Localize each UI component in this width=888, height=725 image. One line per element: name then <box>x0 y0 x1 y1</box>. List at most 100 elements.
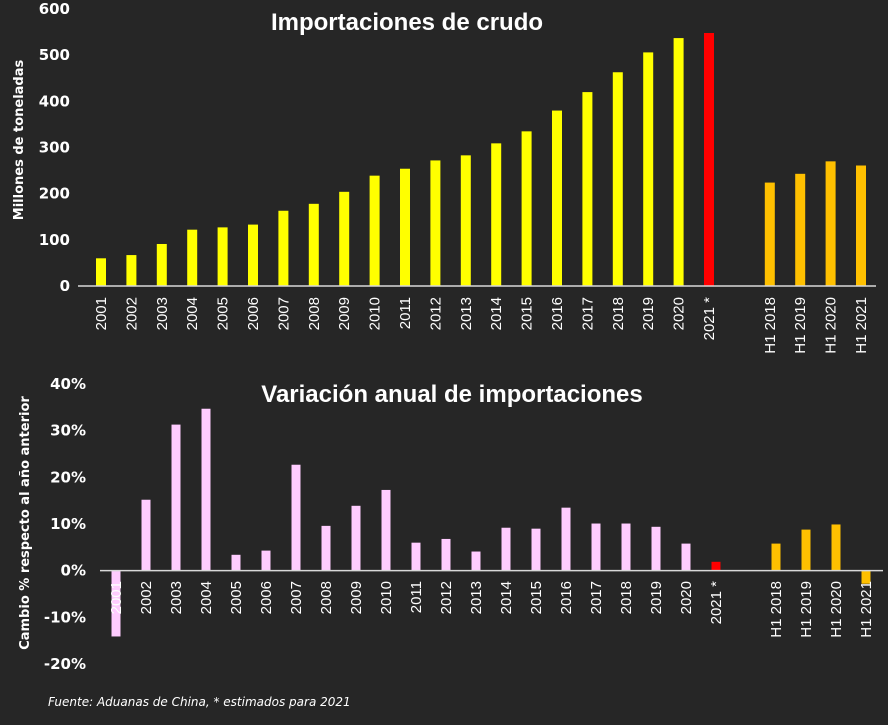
chart-title-imports: Importaciones de crudo <box>271 9 543 36</box>
x-tick-label: 2001 <box>93 297 110 330</box>
x-tick-label: 2014 <box>498 581 515 614</box>
x-tick-label: 2018 <box>610 297 627 330</box>
x-tick-label: 2006 <box>245 297 262 330</box>
x-tick-label: H1 2018 <box>762 297 779 354</box>
chart-title-variation: Variación anual de importaciones <box>261 381 642 408</box>
x-tick-label: H1 2021 <box>853 297 870 354</box>
bar-imports-2016 <box>552 110 562 286</box>
bar-variation-2005 <box>231 554 241 571</box>
x-tick-label: 2016 <box>558 581 575 614</box>
x-tick-label: 2020 <box>671 297 688 330</box>
x-tick-label: 2004 <box>184 297 201 330</box>
bar-variation-2020 <box>681 543 691 571</box>
bar-imports-2013 <box>460 155 471 286</box>
bar-variation-2011 <box>411 542 421 571</box>
bar-imports-2002 <box>126 255 137 286</box>
x-tick-label: H1 2019 <box>798 581 815 638</box>
bar-variation-2010 <box>381 489 391 571</box>
bar-variation-2012 <box>441 538 451 571</box>
bar-variation-2016 <box>561 507 571 571</box>
x-tick-label: 2007 <box>288 581 305 614</box>
bar-imports-2001 <box>96 258 106 286</box>
x-tick-label: 2019 <box>648 581 665 614</box>
x-tick-label: 2012 <box>427 297 444 330</box>
bar-imports-2005 <box>217 227 228 286</box>
x-tick-label: 2018 <box>618 581 635 614</box>
x-tick-label: 2002 <box>138 581 155 614</box>
x-tick-label: 2008 <box>318 581 335 614</box>
bar-imports-2017 <box>582 92 593 286</box>
bar-variation-2019 <box>651 526 661 571</box>
y-tick-label: 0% <box>61 562 86 580</box>
x-tick-label: 2013 <box>458 297 475 330</box>
bar-imports-2006 <box>248 224 258 286</box>
x-tick-label: 2020 <box>678 581 695 614</box>
bar-imports-2008 <box>308 203 319 286</box>
bar-imports-2021- <box>704 33 714 286</box>
plot-imports: 0 100 200 300 400 500 600 2001 2002 2003 2004 2005 2… <box>39 0 876 354</box>
y-tick-label: -10% <box>44 608 86 626</box>
x-tick-label: 2011 <box>408 581 425 613</box>
x-tick-label: 2021 * <box>701 297 718 341</box>
x-tick-label: 2017 <box>588 581 605 614</box>
x-tick-label: H1 2021 <box>858 581 875 638</box>
x-tick-label: 2014 <box>488 297 505 330</box>
x-tick-label: 2016 <box>549 297 566 330</box>
x-tick-label: 2013 <box>468 581 485 614</box>
bar-variation-2018 <box>621 523 631 571</box>
y-tick-label: 0 <box>60 277 70 295</box>
y-tick-label: 20% <box>50 468 86 486</box>
bar-variation-2008 <box>321 525 331 571</box>
bar-variation-H1-2021 <box>861 570 871 584</box>
x-tick-label: 2004 <box>198 581 215 614</box>
y-tick-label: 30% <box>50 422 86 440</box>
footnote: Fuente: Aduanas de China, * estimados pa… <box>48 695 351 709</box>
y-tick-label: 100 <box>39 231 70 249</box>
x-tick-label: H1 2020 <box>823 297 840 354</box>
y-axis-title-variation: Cambio % respecto al año anterior <box>18 396 33 650</box>
bar-variation-2007 <box>291 464 301 571</box>
y-tick-label: 300 <box>39 139 70 157</box>
bar-variation-2009 <box>351 505 361 571</box>
bar-imports-2003 <box>156 243 167 286</box>
x-tick-label: 2003 <box>154 297 171 330</box>
bar-variation-2014 <box>501 527 511 571</box>
x-tick-label: 2019 <box>640 297 657 330</box>
x-tick-label: 2005 <box>215 297 232 330</box>
bar-imports-2018 <box>612 72 623 286</box>
bar-imports-2009 <box>339 191 350 286</box>
bar-variation-2002 <box>141 499 151 571</box>
bar-imports-2020 <box>673 38 684 287</box>
bar-variation-2015 <box>531 528 541 571</box>
y-tick-label: 40% <box>50 375 86 393</box>
x-tick-label: H1 2018 <box>768 581 785 638</box>
bar-variation-2013 <box>471 551 481 571</box>
bar-variation-2003 <box>171 424 181 571</box>
x-tick-label: 2010 <box>367 297 384 330</box>
x-tick-label: 2002 <box>123 297 140 330</box>
y-tick-label: 400 <box>39 92 70 110</box>
x-tick-label: 2012 <box>438 581 455 614</box>
bar-variation-2017 <box>591 523 601 571</box>
x-tick-label: 2010 <box>378 581 395 614</box>
y-axis-title-imports: Millones de toneladas <box>12 59 27 220</box>
x-tick-label: 2008 <box>306 297 323 330</box>
y-tick-label: 10% <box>50 515 86 533</box>
bar-imports-H1-2021 <box>856 165 866 286</box>
y-tick-label: -20% <box>44 655 86 673</box>
plot-variation: -20% -10% 0% 10% 20% 30% 40% 2001 2002 2003 2004 20… <box>44 375 883 673</box>
x-tick-label: 2007 <box>275 297 292 330</box>
bar-imports-2011 <box>400 168 410 286</box>
bar-imports-2010 <box>369 175 380 286</box>
x-tick-label: 2001 <box>108 581 125 614</box>
bar-imports-2015 <box>521 131 532 286</box>
y-tick-label: 500 <box>39 46 70 64</box>
bar-variation-2001 <box>111 570 121 637</box>
x-tick-label: H1 2020 <box>828 581 845 638</box>
y-tick-label: 600 <box>39 0 70 18</box>
bar-variation-H1-2019 <box>801 529 811 571</box>
bar-variation-2004 <box>201 408 211 571</box>
x-tick-label: 2011 <box>397 297 414 329</box>
